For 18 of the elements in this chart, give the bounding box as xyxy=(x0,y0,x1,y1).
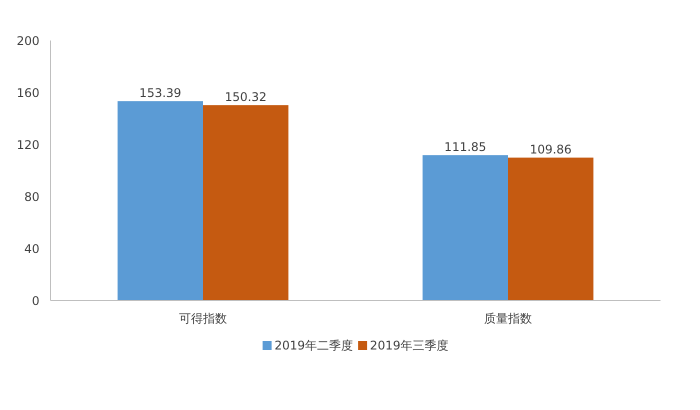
x-tick-label: 可得指数 xyxy=(179,312,227,326)
data-label: 150.32 xyxy=(224,90,267,104)
bar xyxy=(508,158,594,300)
bar xyxy=(422,155,508,300)
bar xyxy=(118,101,203,300)
data-label: 109.86 xyxy=(530,142,572,157)
legend-label: 2019年三季度 xyxy=(370,338,448,352)
y-tick-label: 200 xyxy=(16,34,40,48)
bar xyxy=(203,105,288,300)
y-tick-label: 40 xyxy=(24,242,40,256)
y-tick-label: 160 xyxy=(16,86,40,100)
data-label: 111.85 xyxy=(444,140,486,154)
x-tick-label: 质量指数 xyxy=(484,312,532,326)
y-tick-label: 0 xyxy=(32,294,40,308)
y-tick-label: 80 xyxy=(24,190,40,204)
data-label: 153.39 xyxy=(139,86,182,100)
legend-label: 2019年二季度 xyxy=(274,338,354,352)
y-tick-label: 120 xyxy=(16,138,40,152)
